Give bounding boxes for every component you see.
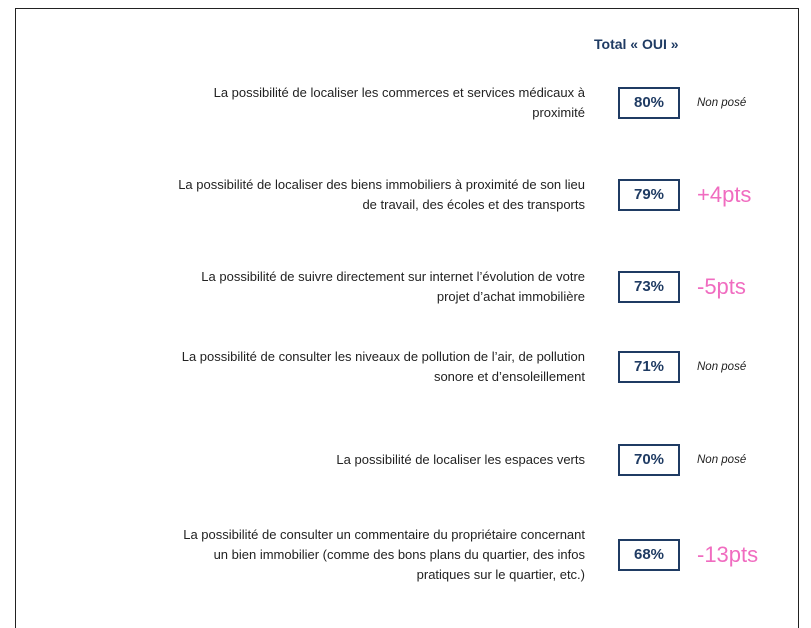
row-label: La possibilité de suivre directement sur… [201,267,585,307]
label-line: projet d’achat immobilière [436,289,585,304]
change: Non posé [697,454,747,466]
row-label: La possibilité de localiser les espaces … [336,450,585,470]
value-box: 70% [618,444,680,476]
change: Non posé [697,97,747,109]
row-label: La possibilité de localiser les commerce… [214,83,585,123]
value-box: 68% [618,539,680,571]
value-box: 79% [618,179,680,211]
label-line: pratiques sur le quartier, etc.) [416,567,585,582]
label-line: La possibilité de suivre directement sur… [201,269,585,284]
change: Non posé [697,361,747,373]
frame [15,8,799,628]
label-line: sonore et d’ensoleillement [433,369,585,384]
label-line: La possibilité de localiser des biens im… [178,177,585,192]
row-label: La possibilité de consulter un commentai… [183,525,585,585]
change: -13pts [697,542,759,567]
label-line: La possibilité de consulter un commentai… [183,527,585,542]
change: +4pts [697,182,752,207]
change: -5pts [697,274,746,299]
label-line: de travail, des écoles et des transports [362,197,585,212]
value-box: 80% [618,87,680,119]
value-box: 71% [618,351,680,383]
label-line: La possibilité de localiser les espaces … [336,452,585,467]
row-label: La possibilité de consulter les niveaux … [182,347,585,387]
column-header: Total « OUI » [594,36,679,52]
row-label: La possibilité de localiser des biens im… [178,175,585,215]
value-box: 73% [618,271,680,303]
label-line: proximité [532,105,585,120]
label-line: La possibilité de consulter les niveaux … [181,349,585,364]
label-line: un bien immobilier (comme des bons plans… [213,547,585,562]
label-line: La possibilité de localiser les commerce… [213,85,585,100]
